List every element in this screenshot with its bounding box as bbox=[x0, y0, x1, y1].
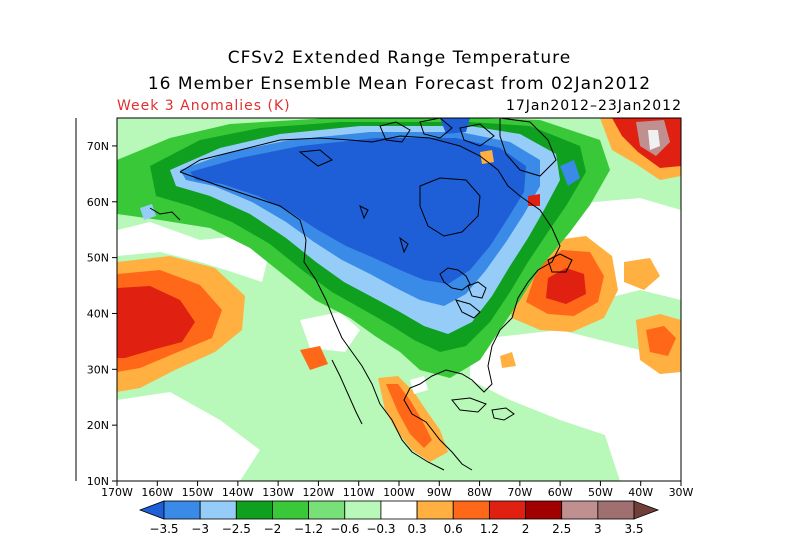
colorbar-swatch bbox=[235, 500, 273, 520]
arctic-island bbox=[298, 149, 333, 167]
colorbar-swatch bbox=[633, 500, 660, 520]
lat-tick-label: 60N bbox=[87, 196, 109, 209]
cuba bbox=[451, 397, 487, 413]
arctic-island bbox=[419, 118, 453, 139]
lon-tick-label: 160W bbox=[141, 486, 173, 499]
lat-tick-label: 10N bbox=[87, 475, 109, 488]
colorbar: −3.5 −3 −2.5 −2 −1.2 −0.6 −0.3 0.3 0.6 1.2 2 2.5 3 3.… bbox=[138, 500, 660, 536]
colorbar-label: −3 bbox=[191, 522, 209, 536]
colorbar-label: 3.5 bbox=[624, 522, 643, 536]
lon-tick-label: 120W bbox=[302, 486, 334, 499]
coastline-baja bbox=[331, 359, 363, 425]
lon-tick-label: 80W bbox=[467, 486, 492, 499]
colorbar-label: 3 bbox=[594, 522, 602, 536]
warm-anomaly-greenland-peak bbox=[648, 130, 660, 150]
lon-tick-label: 40W bbox=[628, 486, 653, 499]
lon-tick-label: 140W bbox=[222, 486, 254, 499]
warm-anomaly-patch bbox=[624, 258, 660, 290]
lon-tick-label: 130W bbox=[262, 486, 294, 499]
lon-tick-label: 170W bbox=[101, 486, 133, 499]
warm-anomaly-patch bbox=[300, 346, 328, 370]
warm-anomaly-patch bbox=[528, 194, 540, 206]
hispaniola bbox=[491, 407, 515, 421]
colorbar-label: −2 bbox=[264, 522, 282, 536]
arctic-island bbox=[379, 121, 411, 143]
warm-anomaly-mexico bbox=[386, 384, 432, 448]
coastline-west bbox=[179, 171, 445, 471]
arctic-island bbox=[459, 123, 495, 147]
subtitle-date-range: 17Jan2012–23Jan2012 bbox=[505, 98, 682, 114]
colorbar-label: 1.2 bbox=[480, 522, 499, 536]
colorbar-swatch bbox=[488, 500, 526, 520]
longitude-axis: 170W 160W 150W 140W 130W 120W 110W 100W 90W 80W 70… bbox=[101, 481, 694, 499]
neutral-region bbox=[470, 330, 681, 440]
warm-anomaly-atlantic-core bbox=[546, 268, 586, 304]
subtitle-anomalies: Week 3 Anomalies (K) bbox=[117, 98, 291, 114]
colorbar-swatch bbox=[308, 500, 346, 520]
colorbar-swatch bbox=[525, 500, 563, 520]
lon-tick-label: 100W bbox=[383, 486, 415, 499]
colorbar-swatch bbox=[597, 500, 635, 520]
lon-tick-label: 50W bbox=[588, 486, 613, 499]
neutral-region bbox=[117, 392, 260, 481]
lon-tick-label: 150W bbox=[182, 486, 214, 499]
lat-tick-label: 30N bbox=[87, 363, 109, 376]
colorbar-label: −1.2 bbox=[294, 522, 323, 536]
lake bbox=[399, 236, 409, 254]
colorbar-label: 0.3 bbox=[408, 522, 427, 536]
greenland bbox=[499, 118, 557, 177]
anomaly-field bbox=[117, 118, 681, 481]
newfoundland bbox=[547, 253, 573, 273]
lat-tick-label: 20N bbox=[87, 419, 109, 432]
colorbar-swatch bbox=[138, 500, 165, 520]
cold-anomaly-patch bbox=[560, 160, 580, 186]
colorbar-label: 2.5 bbox=[552, 522, 571, 536]
warm-anomaly-pacific-core bbox=[117, 286, 195, 358]
colorbar-label: −0.3 bbox=[366, 522, 395, 536]
lon-tick-label: 60W bbox=[548, 486, 573, 499]
lon-tick-label: 70W bbox=[507, 486, 532, 499]
aleutians bbox=[149, 207, 181, 221]
colorbar-label: −3.5 bbox=[149, 522, 178, 536]
colorbar-label: −0.6 bbox=[330, 522, 359, 536]
colorbar-swatch bbox=[380, 500, 418, 520]
hudson-bay bbox=[419, 177, 481, 237]
great-lakes bbox=[455, 299, 481, 319]
warm-anomaly-patch bbox=[480, 150, 494, 164]
lon-tick-label: 90W bbox=[427, 486, 452, 499]
lon-tick-label: 30W bbox=[669, 486, 694, 499]
great-lakes bbox=[439, 267, 471, 291]
lon-tick-label: 110W bbox=[343, 486, 375, 499]
colorbar-swatch bbox=[452, 500, 490, 520]
colorbar-label: 2 bbox=[522, 522, 530, 536]
cold-anomaly-patch bbox=[440, 118, 470, 134]
warm-anomaly-patch bbox=[500, 352, 516, 368]
warm-anomaly-mid-atlantic bbox=[646, 326, 676, 356]
colorbar-swatch bbox=[344, 500, 382, 520]
colorbar-label: −2.5 bbox=[222, 522, 251, 536]
lat-tick-label: 70N bbox=[87, 140, 109, 153]
colorbar-swatch bbox=[163, 500, 201, 520]
colorbar-swatch bbox=[272, 500, 310, 520]
colorbar-label: 0.6 bbox=[444, 522, 463, 536]
colorbar-swatch bbox=[199, 500, 237, 520]
great-lakes bbox=[467, 281, 487, 299]
latitude-axis: 70N 60N 50N 40N 30N 20N 10N bbox=[87, 140, 117, 488]
title-line-2: 16 Member Ensemble Mean Forecast from 02… bbox=[147, 74, 652, 94]
cold-anomaly-core bbox=[190, 138, 526, 284]
neutral-region bbox=[600, 410, 681, 481]
neutral-patch bbox=[410, 376, 428, 394]
lake bbox=[359, 205, 369, 220]
colorbar-swatch bbox=[416, 500, 454, 520]
lat-tick-label: 50N bbox=[87, 252, 109, 265]
coastlines bbox=[149, 118, 573, 471]
lat-tick-label: 40N bbox=[87, 307, 109, 320]
cold-anomaly-patch bbox=[140, 204, 156, 220]
colorbar-swatch bbox=[561, 500, 599, 520]
title-line-1: CFSv2 Extended Range Temperature bbox=[227, 48, 572, 68]
